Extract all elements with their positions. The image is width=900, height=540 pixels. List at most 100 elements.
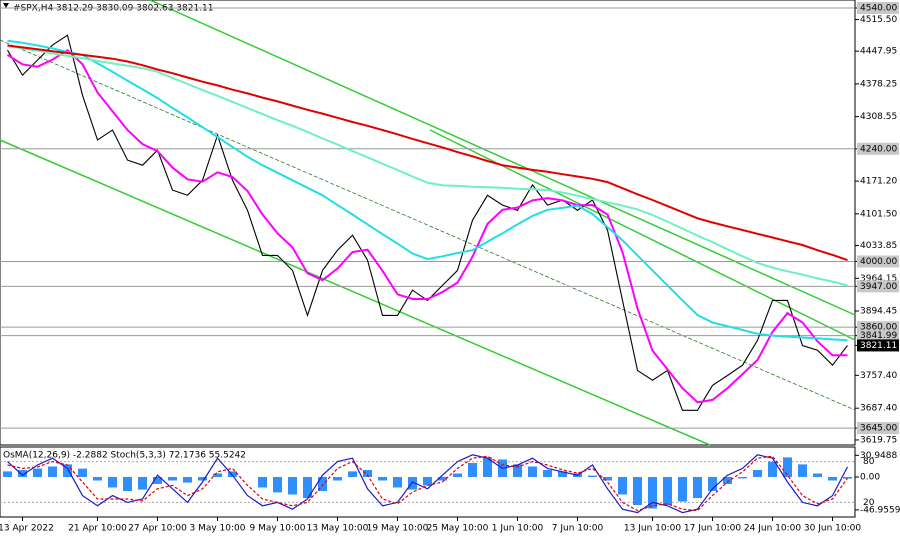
bar — [183, 476, 192, 483]
channel-line — [149, 0, 856, 316]
bar — [273, 476, 282, 493]
bar — [708, 476, 717, 491]
bar — [798, 464, 807, 477]
bar — [528, 466, 537, 477]
price-box — [857, 339, 899, 352]
bar — [588, 475, 597, 477]
bar — [408, 476, 417, 490]
level-box — [857, 255, 899, 268]
bar — [618, 476, 627, 495]
level-box — [857, 422, 899, 435]
bar — [213, 473, 222, 477]
bar — [123, 476, 132, 491]
x-tick-label: 25 May 10:00 — [427, 524, 489, 534]
bar — [78, 468, 87, 477]
oscillator-title: OsMA(12,26,9) -2.2882 Stoch(5,3,3) 72.17… — [3, 451, 246, 461]
y-tick-label: 4240.00 — [860, 144, 897, 154]
bar — [663, 476, 672, 506]
bar — [168, 476, 177, 481]
x-tick-label: 1 Jun 10:00 — [492, 524, 544, 534]
x-tick-label: 17 Jun 10:00 — [684, 524, 741, 534]
series-line — [7, 45, 848, 287]
bar — [303, 476, 312, 499]
y-tick-label: 3645.00 — [860, 424, 897, 434]
bar — [753, 469, 762, 477]
bar — [828, 476, 837, 481]
bar — [228, 471, 237, 477]
bar — [693, 476, 702, 499]
bar — [108, 476, 117, 488]
bar — [468, 462, 477, 477]
series-line — [7, 455, 848, 512]
y-tick-label: 3841.99 — [860, 331, 897, 341]
y-tick-label: 4000.00 — [860, 257, 897, 267]
series-line — [6, 48, 848, 404]
x-tick-label: 13 Apr 2022 — [0, 524, 54, 534]
level-box — [857, 1, 899, 14]
bar — [33, 468, 42, 477]
x-tick-label: 27 Apr 10:00 — [128, 524, 187, 534]
x-tick-label: 30 Jun 10:00 — [804, 524, 861, 534]
bar — [18, 469, 27, 477]
bar — [288, 476, 297, 495]
y-tick-label: 3860.00 — [860, 323, 897, 333]
bar — [843, 476, 852, 479]
y2-tick-label: 80 — [863, 457, 875, 467]
x-tick-label: 7 Jun 10:00 — [552, 524, 604, 534]
bar — [723, 476, 732, 484]
level-box — [857, 280, 899, 293]
y-tick-label: 30.9488 — [860, 451, 897, 461]
bar — [258, 476, 267, 488]
y2-tick-label: 20 — [863, 498, 875, 508]
x-tick-label: 3 May 10:00 — [190, 524, 246, 534]
bar — [513, 464, 522, 477]
x-tick-label: 13 May 10:00 — [307, 524, 369, 534]
bar — [3, 471, 12, 477]
bar — [393, 476, 402, 488]
bar — [363, 469, 372, 477]
y-tick-label: 4540.00 — [860, 3, 897, 13]
bar — [48, 466, 57, 477]
bar — [63, 464, 72, 477]
y-tick-label: 3687.40 — [860, 404, 897, 414]
channel-mid — [0, 39, 856, 411]
chart-title: #SPX,H4 3812.29 3830.09 3802.63 3821.11 — [13, 4, 214, 14]
x-tick-label: 24 Jun 10:00 — [744, 524, 801, 534]
series-line — [7, 454, 849, 514]
bar — [378, 476, 387, 481]
bar — [438, 476, 447, 481]
y-tick-label: 4171.20 — [860, 177, 897, 187]
y-tick-label: 3964.15 — [860, 274, 897, 284]
bar — [453, 473, 462, 477]
x-tick-label: 19 May 10:00 — [367, 524, 429, 534]
y-tick-label: 3821.11 — [860, 341, 897, 351]
channel — [0, 0, 856, 446]
y-tick-label: 4447.95 — [860, 47, 897, 57]
bar — [153, 476, 162, 484]
level-box — [857, 329, 899, 342]
bar — [738, 476, 747, 479]
bar — [603, 476, 612, 481]
y-tick-label: 3619.75 — [860, 435, 897, 445]
bar — [633, 476, 642, 506]
series-line — [7, 39, 848, 342]
x-tick-label: 9 May 10:00 — [250, 524, 306, 534]
bar — [543, 469, 552, 477]
series-line — [7, 44, 848, 262]
y-tick-label: 0.00 — [860, 472, 880, 482]
y-tick-label: 4308.55 — [860, 112, 897, 122]
bar — [813, 473, 822, 477]
y-tick-label: 3947.00 — [860, 282, 897, 292]
menu-icon — [3, 3, 9, 8]
y-tick-label: 4515.50 — [860, 15, 897, 25]
bar — [678, 476, 687, 502]
level-box — [857, 142, 899, 155]
bar — [348, 471, 357, 477]
bar — [648, 476, 657, 509]
y-tick-label: 3894.45 — [860, 307, 897, 317]
y-tick-label: 4101.50 — [860, 209, 897, 219]
series-line — [7, 34, 848, 411]
x-tick-label: 21 Apr 10:00 — [68, 524, 127, 534]
bar — [198, 476, 207, 481]
